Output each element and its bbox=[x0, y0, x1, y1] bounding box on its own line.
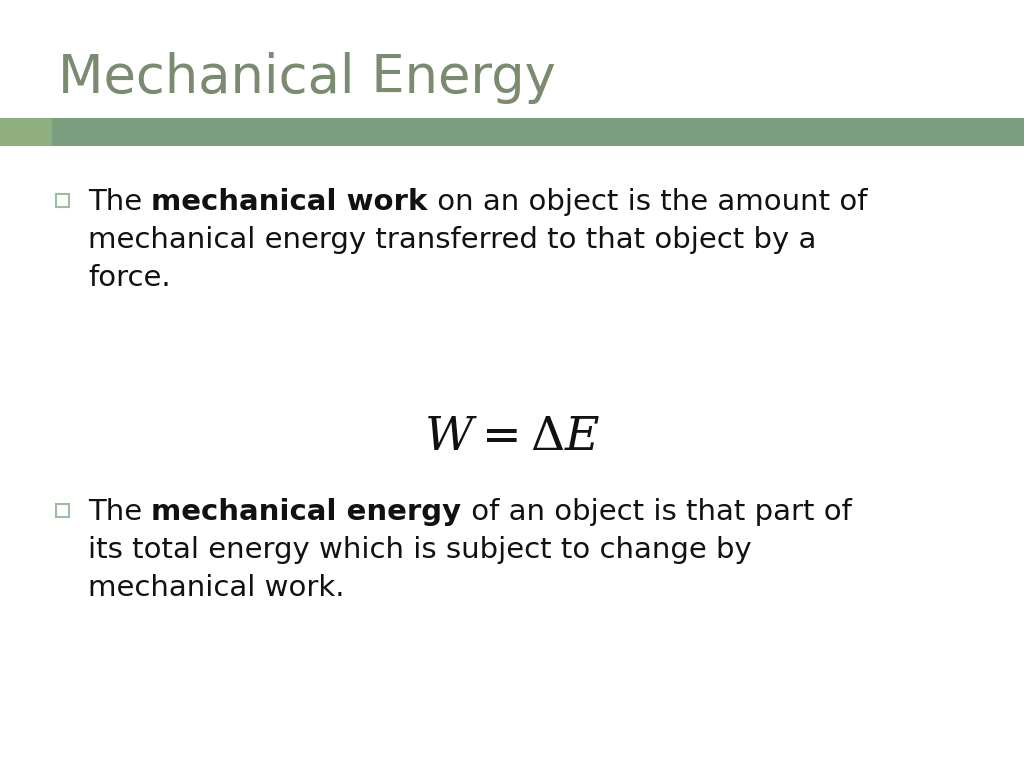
Bar bbox=[0, 118, 52, 146]
Text: mechanical work: mechanical work bbox=[152, 188, 428, 216]
Text: its total energy which is subject to change by: its total energy which is subject to cha… bbox=[88, 536, 752, 564]
Bar bbox=[55, 504, 69, 517]
Text: mechanical energy transferred to that object by a: mechanical energy transferred to that ob… bbox=[88, 226, 816, 254]
Text: of an object is that part of: of an object is that part of bbox=[462, 498, 851, 526]
Text: on an object is the amount of: on an object is the amount of bbox=[428, 188, 867, 216]
Bar bbox=[55, 194, 69, 207]
Text: mechanical energy: mechanical energy bbox=[152, 498, 462, 526]
Text: The: The bbox=[88, 188, 152, 216]
Bar bbox=[52, 118, 1024, 146]
Text: mechanical work.: mechanical work. bbox=[88, 574, 344, 602]
Text: force.: force. bbox=[88, 264, 171, 292]
Text: Mechanical Energy: Mechanical Energy bbox=[58, 52, 556, 104]
Text: $W = \Delta E$: $W = \Delta E$ bbox=[424, 415, 600, 460]
Text: The: The bbox=[88, 498, 152, 526]
